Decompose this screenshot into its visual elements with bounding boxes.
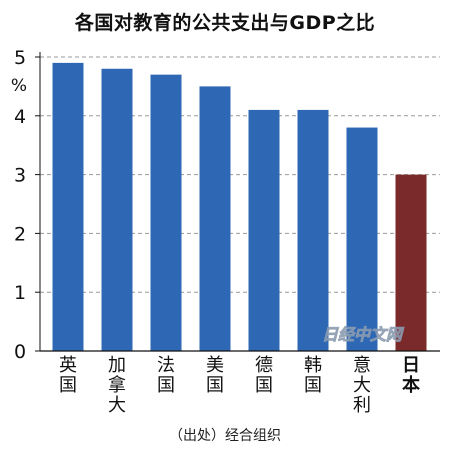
y-tick-label: 3 — [14, 165, 26, 187]
y-axis-label: % — [11, 76, 27, 96]
x-tick-label: 法国 — [157, 355, 175, 396]
bar-2 — [150, 74, 182, 351]
y-tick-label: 4 — [14, 106, 26, 128]
x-tick-label: 韩国 — [304, 355, 322, 396]
bar-1 — [101, 68, 133, 351]
bar-5 — [297, 109, 329, 351]
x-tick-label: 日本 — [402, 355, 420, 396]
y-tick-label: 0 — [14, 341, 26, 363]
bar-3 — [199, 86, 231, 352]
bar-0 — [52, 62, 84, 351]
x-tick-label: 德国 — [255, 355, 273, 396]
chart-title: 各国对教育的公共支出与GDP之比 — [74, 12, 376, 34]
chart-source: （出处）经合组织 — [169, 428, 281, 444]
watermark: 日经中文网 — [322, 325, 405, 344]
y-tick-label: 1 — [14, 282, 26, 304]
bar-4 — [248, 109, 280, 351]
x-tick-label: 加拿大 — [108, 355, 126, 416]
y-tick-label: 2 — [14, 223, 26, 245]
bar-6 — [346, 127, 378, 351]
x-tick-label: 英国 — [59, 355, 77, 396]
y-tick-label: 5 — [14, 47, 26, 69]
x-tick-label: 美国 — [206, 355, 224, 396]
bar-7 — [395, 174, 427, 351]
x-tick-label: 意大利 — [353, 355, 371, 416]
